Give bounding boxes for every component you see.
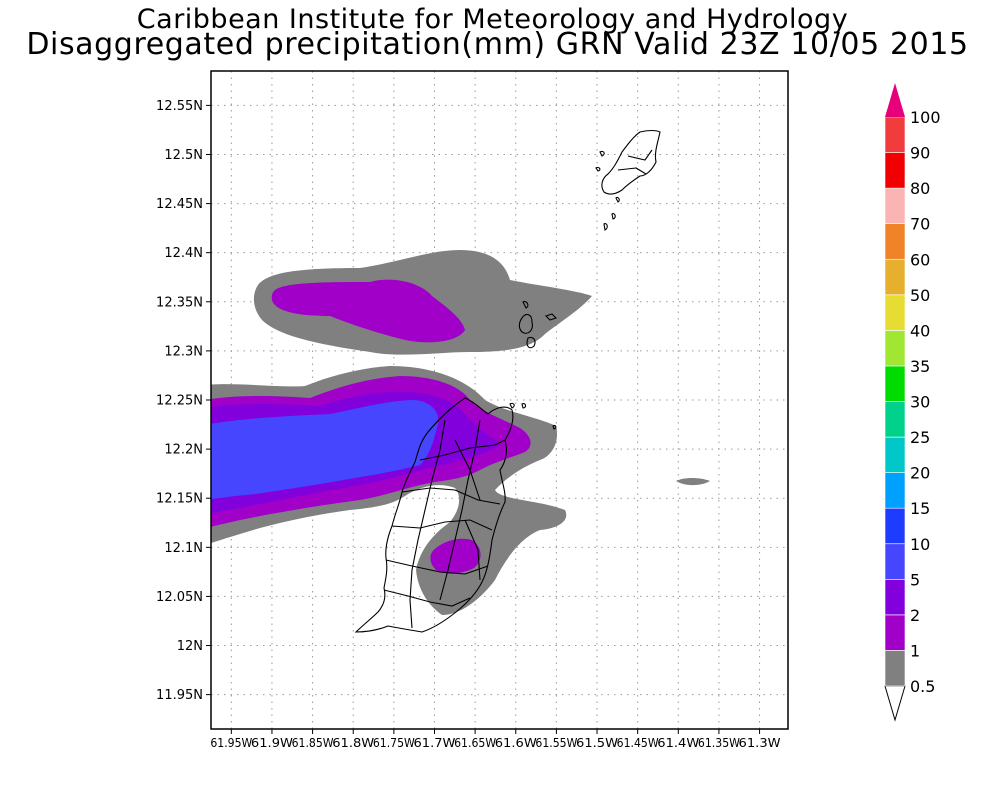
lon-tick-label: 61.85W — [292, 736, 334, 750]
legend-label: 50 — [910, 286, 930, 305]
islet-outline — [509, 402, 527, 409]
lon-tick-label: 61.4W — [657, 736, 699, 750]
lat-tick-label: 12.15N — [156, 492, 203, 507]
lon-tick-label: 61.95W — [210, 736, 252, 750]
lon-tick-label: 61.8W — [332, 736, 374, 750]
legend-color-box — [884, 507, 906, 545]
legend-label: 30 — [910, 393, 930, 412]
legend-label: 40 — [910, 321, 930, 340]
legend-color-box — [884, 116, 906, 153]
lat-tick-label: 12.1N — [164, 541, 203, 556]
legend-label: 60 — [910, 250, 930, 269]
carriacou-outline — [601, 129, 661, 195]
lat-tick-label: 12.05N — [156, 590, 203, 605]
legend-color-box — [884, 543, 906, 580]
legend-color-box — [884, 472, 906, 509]
parish-boundary — [617, 149, 653, 175]
islet-outline — [615, 196, 620, 203]
parish-boundary — [401, 487, 501, 505]
lat-tick-label: 12.55N — [156, 99, 203, 114]
lat-tick-label: 12.45N — [156, 197, 203, 212]
lon-tick-label: 61.45W — [617, 736, 659, 750]
lon-tick-label: 61.35W — [698, 736, 740, 750]
parish-boundary — [385, 559, 489, 575]
lat-tick-label: 12.5N — [164, 148, 203, 163]
legend-label: 1 — [910, 641, 920, 660]
longitude-axis: 61.95W61.9W61.85W61.8W61.75W61.7W61.65W6… — [210, 729, 781, 750]
legend-label: 2 — [910, 606, 920, 625]
parish-boundary — [383, 589, 471, 607]
precip-southeast-1 — [430, 538, 481, 574]
precip-central-5 — [211, 400, 439, 500]
legend-label: 35 — [910, 357, 930, 376]
lon-tick-label: 61.3W — [739, 736, 781, 750]
map-title: Caribbean Institute for Meteorology and … — [136, 4, 849, 35]
legend-color-box — [884, 187, 906, 224]
legend-color-box — [884, 365, 906, 402]
islet-outline — [522, 301, 529, 309]
lon-tick-label: 61.7W — [413, 736, 455, 750]
lon-tick-label: 61.9W — [251, 736, 293, 750]
legend-color-box — [884, 614, 906, 651]
parish-boundary — [391, 519, 493, 531]
islet-outline — [544, 313, 558, 321]
islet-outline — [518, 313, 533, 334]
lat-tick-label: 12.25N — [156, 394, 203, 409]
legend-color-box — [884, 152, 906, 189]
legend-label: 80 — [910, 179, 930, 198]
legend-label: 20 — [910, 464, 930, 483]
islet-outline — [552, 424, 557, 430]
islet-outline — [526, 336, 536, 349]
lat-tick-label: 12.35N — [156, 295, 203, 310]
coastline-layer — [354, 129, 661, 633]
legend-color-box — [884, 258, 906, 296]
lat-tick-label: 12.2N — [164, 443, 203, 458]
legend-color-box — [884, 223, 906, 260]
islet-outline — [595, 150, 605, 172]
legend-label: 70 — [910, 215, 930, 234]
legend-label: 15 — [910, 499, 930, 518]
map-subtitle: Disaggregated precipitation(mm) GRN Vali… — [26, 27, 969, 62]
legend-over-triangle — [885, 83, 905, 117]
lat-tick-label: 12N — [177, 639, 203, 654]
legend-color-box — [884, 294, 906, 331]
parish-boundary — [454, 439, 481, 581]
precip-east-0.5 — [676, 478, 710, 486]
precip-north-1 — [271, 279, 465, 343]
legend-label: 5 — [910, 570, 920, 589]
legend-label: 90 — [910, 144, 930, 163]
lon-tick-label: 61.75W — [373, 736, 415, 750]
lon-tick-label: 61.65W — [454, 736, 496, 750]
latitude-axis: 12.55N 12.5N 12.45N 12.4N 12.35N 12.3N 12.25N 1… — [156, 99, 211, 703]
legend-color-box — [884, 401, 906, 438]
parish-boundary — [419, 439, 506, 461]
lon-tick-label: 61.6W — [495, 736, 537, 750]
lat-tick-label: 11.95N — [156, 688, 203, 703]
precipitation-layer — [211, 250, 710, 615]
lat-tick-label: 12.3N — [164, 344, 203, 359]
legend-color-box — [884, 650, 906, 687]
lat-tick-label: 12.4N — [164, 246, 203, 261]
legend-label: 0.5 — [910, 677, 935, 696]
islet-outline — [603, 213, 616, 231]
parish-boundary — [439, 419, 481, 601]
legend-label: 100 — [910, 108, 941, 127]
parish-boundary — [409, 419, 446, 629]
lon-tick-label: 61.55W — [535, 736, 577, 750]
legend-label: 25 — [910, 428, 930, 447]
legend-color-box — [884, 436, 906, 473]
legend-color-box — [884, 579, 906, 616]
grenada-island-outline — [354, 397, 514, 633]
legend-color-box — [884, 330, 906, 367]
lon-tick-label: 61.5W — [576, 736, 618, 750]
legend-label: 10 — [910, 535, 930, 554]
legend-under-triangle — [884, 685, 906, 722]
